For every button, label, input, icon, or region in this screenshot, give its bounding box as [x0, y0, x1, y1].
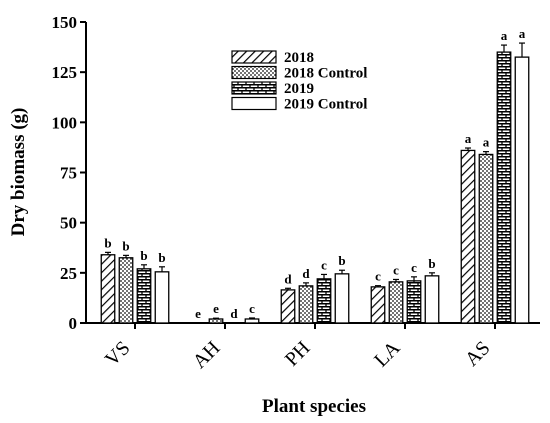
legend-entry: 2019 Control: [284, 97, 367, 113]
bar: [118, 257, 134, 324]
significance-letter: d: [230, 306, 238, 321]
bar: [244, 318, 260, 324]
significance-letter: c: [393, 262, 399, 277]
bar: [424, 275, 440, 324]
significance-letter: e: [213, 301, 219, 316]
significance-letter: b: [104, 235, 111, 250]
bar: [478, 153, 494, 324]
bar: [316, 278, 332, 324]
significance-letter: b: [338, 253, 345, 268]
y-axis-ticks: 0 25 50 75 100 125 150: [52, 13, 86, 333]
bar: [334, 273, 350, 324]
bar: [100, 254, 116, 324]
significance-letter: c: [411, 260, 417, 275]
legend-swatch: [231, 81, 277, 95]
bar: [298, 285, 314, 324]
y-tick-label: 125: [52, 63, 78, 82]
legend-entry: 2018 Control: [284, 66, 367, 82]
x-tick-label: LA: [370, 337, 405, 372]
y-tick-label: 0: [69, 314, 78, 333]
x-tick-label: VS: [101, 337, 135, 371]
x-axis-ticks: VS AH PH LA AS: [101, 323, 496, 373]
bar: [154, 271, 170, 324]
bar: [388, 281, 404, 324]
significance-letter: b: [158, 250, 165, 265]
bar: [370, 286, 386, 324]
bar: [496, 51, 512, 324]
legend-entry: 2019: [284, 81, 314, 97]
x-axis-label: Plant species: [262, 396, 366, 417]
significance-letter: a: [465, 131, 472, 146]
y-tick-label: 150: [52, 13, 78, 32]
y-tick-label: 25: [60, 264, 77, 283]
x-tick-label: AH: [189, 337, 225, 373]
significance-letter: c: [321, 257, 327, 272]
significance-letter: b: [428, 256, 435, 271]
y-axis-label: Dry biomass (g): [8, 108, 29, 237]
bar: [136, 268, 152, 324]
bar: [280, 289, 296, 324]
bar: [208, 318, 224, 324]
bar: [460, 149, 476, 324]
y-tick-label: 75: [60, 164, 77, 183]
y-tick-label: 100: [52, 113, 78, 132]
significance-letter: d: [284, 271, 292, 286]
significance-letter: e: [195, 306, 201, 321]
significance-letter: a: [519, 26, 526, 41]
significance-letter: d: [302, 266, 310, 281]
significance-letter: a: [483, 135, 490, 150]
significance-letter: c: [375, 269, 381, 284]
x-tick-label: AS: [461, 337, 495, 371]
legend-swatch: [231, 96, 277, 111]
significance-letter: a: [501, 28, 508, 43]
bar: [514, 56, 530, 324]
significance-letter: b: [122, 238, 129, 253]
legend-entry: 2018: [284, 50, 314, 66]
legend-swatch: [231, 65, 277, 80]
bar: [406, 280, 422, 324]
significance-letter: b: [140, 248, 147, 263]
y-tick-label: 50: [60, 214, 77, 233]
x-tick-label: PH: [281, 337, 315, 371]
bars: b bb be e d cd dc bc c c ba aa a: [100, 26, 530, 324]
legend-swatch: [231, 50, 277, 64]
significance-letter: c: [249, 301, 255, 316]
